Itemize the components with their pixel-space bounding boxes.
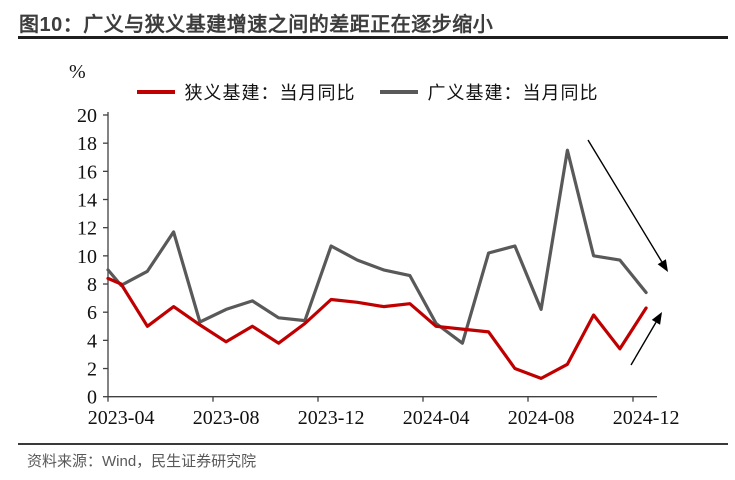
y-tick-label: 10 bbox=[77, 246, 97, 268]
x-tick-label: 2024-04 bbox=[403, 407, 470, 429]
source-divider bbox=[18, 443, 728, 445]
series-line-narrow bbox=[106, 276, 648, 380]
legend-item-broad: 广义基建：当月同比 bbox=[379, 79, 599, 105]
title-divider bbox=[18, 36, 728, 39]
y-tick-label: 14 bbox=[77, 190, 97, 212]
y-axis: 0 2 4 6 8 10 12 14 16 18 20 bbox=[77, 105, 108, 409]
legend-item-narrow: 狭义基建：当月同比 bbox=[136, 79, 356, 105]
y-tick-label: 2 bbox=[87, 359, 97, 381]
broad-trend-arrow-icon bbox=[587, 139, 668, 272]
y-axis-unit-label: % bbox=[69, 61, 86, 83]
y-tick-label: 16 bbox=[77, 161, 97, 183]
y-tick-label: 6 bbox=[87, 302, 97, 324]
legend-label-broad: 广义基建：当月同比 bbox=[427, 83, 599, 103]
x-tick-label: 2023-08 bbox=[193, 407, 260, 429]
y-tick-label: 18 bbox=[77, 133, 97, 155]
narrow-trend-arrow-icon bbox=[630, 312, 662, 366]
y-tick-label: 8 bbox=[87, 274, 97, 296]
x-tick-label: 2024-12 bbox=[613, 407, 680, 429]
y-tick-label: 20 bbox=[77, 105, 97, 127]
y-tick-label: 12 bbox=[77, 218, 97, 240]
x-tick-label: 2024-08 bbox=[508, 407, 575, 429]
broad-series-line-swatch bbox=[379, 90, 418, 94]
y-tick-label: 0 bbox=[87, 387, 97, 409]
figure-title: 图10：广义与狭义基建增速之间的差距正在逐步缩小 bbox=[19, 14, 494, 36]
chart-legend: 狭义基建：当月同比 广义基建：当月同比 bbox=[0, 79, 735, 105]
x-tick-label: 2023-04 bbox=[88, 407, 155, 429]
series-line-broad bbox=[106, 148, 648, 345]
legend-label-narrow: 狭义基建：当月同比 bbox=[184, 83, 356, 103]
x-axis: 2023-04 2023-08 2023-12 2024-04 2024-08 2024-… bbox=[88, 396, 680, 429]
source-note: 资料来源：Wind，民生证券研究院 bbox=[27, 453, 257, 470]
y-tick-label: 4 bbox=[87, 330, 97, 352]
x-tick-label: 2023-12 bbox=[298, 407, 365, 429]
narrow-series-line-swatch bbox=[136, 90, 175, 94]
